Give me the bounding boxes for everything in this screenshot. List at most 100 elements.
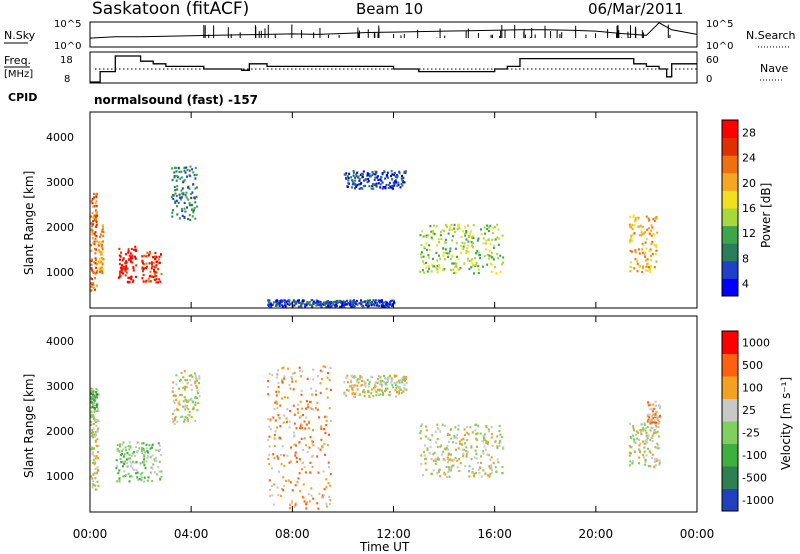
scatter-cell xyxy=(470,446,473,449)
scatter-cell xyxy=(437,458,440,461)
scatter-cell xyxy=(194,380,197,383)
scatter-cell xyxy=(94,461,97,464)
scatter-cell xyxy=(90,222,93,225)
scatter-cell xyxy=(426,270,429,273)
scatter-cell xyxy=(101,247,104,250)
scatter-cell xyxy=(460,438,463,441)
scatter-cell xyxy=(489,473,492,476)
scatter-cell xyxy=(121,443,124,446)
scatter-cell xyxy=(135,468,138,471)
scatter-cell xyxy=(183,207,186,210)
scatter-cell xyxy=(472,475,475,478)
scatter-cell xyxy=(320,438,323,441)
scatter-cell xyxy=(354,179,357,182)
scatter-cell xyxy=(358,393,361,396)
scatter-cell xyxy=(293,413,296,416)
scatter-cell xyxy=(126,267,129,270)
scatter-cell xyxy=(151,446,153,449)
scatter-cell xyxy=(173,402,176,405)
scatter-cell xyxy=(447,461,449,464)
scatter-cell xyxy=(630,452,632,455)
scatter-cell xyxy=(118,275,121,278)
scatter-cell xyxy=(98,259,101,262)
scatter-cell xyxy=(404,379,406,382)
scatter-cell xyxy=(373,303,376,306)
scatter-cell xyxy=(650,242,653,245)
scatter-cell xyxy=(288,426,291,429)
scatter-cell xyxy=(157,281,159,284)
scatter-cell xyxy=(652,413,655,416)
scatter-cell xyxy=(142,280,145,283)
scatter-cell xyxy=(465,251,468,254)
scatter-cell xyxy=(644,459,647,462)
scatter-cell xyxy=(90,258,93,261)
scatter-cell xyxy=(651,457,654,460)
scatter-cell xyxy=(370,392,373,395)
colorbar-tick-label: 12 xyxy=(742,227,756,240)
scatter-cell xyxy=(301,468,303,471)
scatter-cell xyxy=(634,433,637,436)
scatter-cell xyxy=(92,458,95,461)
scatter-cell xyxy=(268,299,271,302)
scatter-cell xyxy=(290,446,292,449)
scatter-cell xyxy=(648,416,651,419)
scatter-cell xyxy=(378,388,381,391)
scatter-cell xyxy=(501,234,504,237)
scatter-cell xyxy=(465,230,468,233)
scatter-cell xyxy=(118,262,121,266)
scatter-cell xyxy=(445,447,448,450)
scatter-cell xyxy=(439,234,442,237)
scatter-cell xyxy=(127,276,130,279)
scatter-cell xyxy=(330,419,332,422)
scatter-cell xyxy=(293,505,296,508)
scatter-cell xyxy=(90,423,93,426)
scatter-cell xyxy=(473,456,476,459)
scatter-cell xyxy=(501,263,504,266)
scatter-cell xyxy=(90,399,93,402)
scatter-cell xyxy=(90,410,93,413)
nsky-tick-top: 10^5 xyxy=(54,19,81,30)
scatter-cell xyxy=(293,443,296,446)
scatter-cell xyxy=(306,400,308,403)
scatter-cell xyxy=(99,271,101,274)
scatter-cell xyxy=(649,465,652,468)
scatter-cell xyxy=(151,467,154,470)
scatter-cell xyxy=(159,448,162,451)
scatter-cell xyxy=(95,391,98,394)
scatter-cell xyxy=(492,258,495,261)
scatter-cell xyxy=(142,268,145,271)
colorbar-swatch xyxy=(722,331,738,354)
scatter-cell xyxy=(294,300,297,303)
scatter-cell xyxy=(92,483,95,486)
scatter-cell xyxy=(94,273,97,276)
scatter-cell xyxy=(443,424,446,427)
scatter-cell xyxy=(326,444,329,447)
scatter-cell xyxy=(271,303,274,306)
scatter-cell xyxy=(101,270,103,273)
scatter-cell xyxy=(94,237,97,240)
scatter-cell xyxy=(395,181,398,184)
scatter-cell xyxy=(479,257,482,260)
scatter-cell xyxy=(394,180,397,183)
scatter-cell xyxy=(356,171,359,174)
scatter-cell xyxy=(140,476,143,479)
scatter-cell xyxy=(354,302,357,305)
scatter-cell xyxy=(277,457,280,460)
scatter-cell xyxy=(100,230,103,233)
scatter-cell xyxy=(642,440,644,443)
scatter-cell xyxy=(294,380,297,383)
scatter-cell xyxy=(646,258,649,261)
velocity-panel-frame xyxy=(89,315,698,513)
scatter-cell xyxy=(305,407,307,410)
scatter-cell xyxy=(497,243,500,246)
scatter-cell xyxy=(195,384,198,388)
scatter-cell xyxy=(430,458,433,461)
scatter-cell xyxy=(366,378,369,381)
scatter-cell xyxy=(422,255,425,258)
scatter-cell xyxy=(349,303,351,306)
scatter-cell xyxy=(95,419,98,422)
scatter-cell xyxy=(187,413,190,417)
scatter-cell xyxy=(368,394,371,397)
scatter-cell xyxy=(462,448,464,451)
scatter-cell xyxy=(94,257,97,260)
